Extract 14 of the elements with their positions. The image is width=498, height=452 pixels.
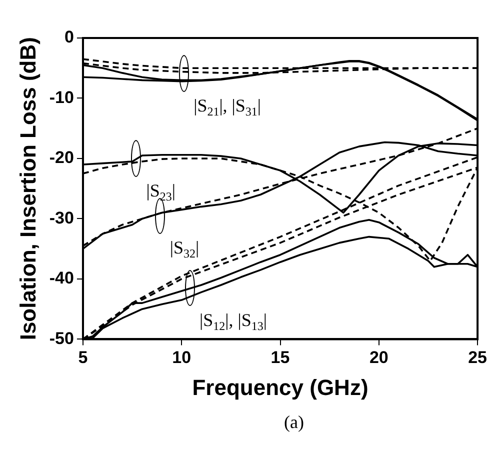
- y-tick-label: -50: [49, 328, 74, 348]
- text: (a): [283, 412, 305, 433]
- y-tick-label: -20: [49, 148, 74, 168]
- x-axis-title: Frequency (GHz): [192, 374, 368, 400]
- x-tick-label: 10: [172, 348, 192, 368]
- y-tick-label: -30: [49, 208, 74, 228]
- y-axis-title: Isolation, Insertion Loss (dB): [15, 37, 40, 340]
- x-tick-label: 15: [270, 348, 290, 368]
- y-tick-label: -10: [49, 88, 74, 107]
- x-tick-label: 5: [78, 348, 88, 368]
- x-tick-label: 25: [468, 348, 488, 368]
- x-tick-label: 20: [369, 348, 388, 368]
- y-tick-label: -40: [49, 268, 74, 288]
- y-tick-label: 0: [64, 28, 74, 47]
